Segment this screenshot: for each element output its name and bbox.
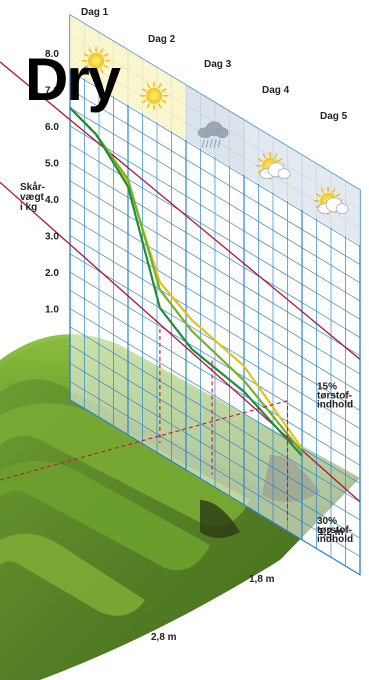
y-axis-label: Skår- xyxy=(20,181,45,193)
y-axis-label: vægt xyxy=(20,192,45,203)
sun-icon xyxy=(82,46,111,75)
sun-ray xyxy=(335,193,341,197)
sun-ray xyxy=(262,153,267,159)
grid-hline xyxy=(69,143,361,320)
sun-ray xyxy=(273,153,278,159)
y-tick-label: 7.0 xyxy=(45,86,59,97)
cloud-shape xyxy=(317,197,349,215)
rain-cloud-icon xyxy=(197,121,229,148)
sun-ray xyxy=(141,88,147,92)
sun-disc xyxy=(88,52,105,69)
grid-hline xyxy=(69,326,361,503)
rain-drop xyxy=(217,139,221,148)
grid-hline xyxy=(69,235,361,411)
cloud-shape xyxy=(259,162,291,180)
weather-header: Dag 1 Dag 2 Dag 3 Dag 4 Dag 5 xyxy=(70,7,360,245)
grid-hline xyxy=(69,107,361,284)
day-label: Dag 4 xyxy=(262,85,290,96)
sun-ray xyxy=(257,158,263,162)
grid-hline xyxy=(69,216,361,393)
sun-ray xyxy=(320,188,325,194)
y-axis-label: i kg xyxy=(20,202,37,213)
grid-hline xyxy=(69,180,361,357)
sun-ray xyxy=(157,83,162,89)
sun-ray xyxy=(146,103,151,109)
sun-ray xyxy=(141,99,147,104)
swath-width-label: 2,8 m xyxy=(151,632,177,643)
grid-hline xyxy=(69,362,361,539)
sun-ray xyxy=(331,188,336,194)
sun-ray xyxy=(146,83,151,89)
grid-hline xyxy=(69,308,361,484)
ground-dash-line xyxy=(0,399,291,481)
sun-ray xyxy=(99,68,104,74)
grid-hline xyxy=(69,399,361,576)
sun-ray xyxy=(161,88,167,92)
sun-ray xyxy=(315,193,321,197)
y-tick-label: 2.0 xyxy=(45,268,59,279)
threshold-label: 15% xyxy=(317,381,337,392)
y-tick-label: 5.0 xyxy=(45,159,59,170)
series-line xyxy=(69,107,303,457)
y-tick-label: 6.0 xyxy=(45,122,59,133)
sun-ray xyxy=(88,68,93,74)
threshold-line xyxy=(0,61,361,360)
day-label: Dag 2 xyxy=(148,34,176,45)
swath-width-label: 1,8 m xyxy=(249,574,275,585)
grid-hline xyxy=(69,125,361,302)
sun-ray xyxy=(83,53,89,57)
rain-drop xyxy=(205,139,209,148)
day-label: Dag 5 xyxy=(320,111,348,122)
sun-icon xyxy=(140,81,169,110)
sun-ray xyxy=(277,158,283,162)
sun-behind-cloud-icon xyxy=(256,151,291,180)
rain-drop xyxy=(209,139,213,148)
rain-drop xyxy=(213,139,217,148)
sun-ray xyxy=(161,99,167,104)
threshold-label: tørstof- xyxy=(317,525,352,536)
y-tick-label: 3.0 xyxy=(45,232,59,243)
y-tick-label: 4.0 xyxy=(45,195,59,206)
threshold-label: indhold xyxy=(317,534,353,545)
threshold-label: indhold xyxy=(317,399,353,410)
grid-hline xyxy=(69,162,361,338)
cloud-shape xyxy=(197,121,229,139)
day-label: Dag 3 xyxy=(204,59,232,70)
grid-hline xyxy=(69,89,361,265)
y-tick-label: 1.0 xyxy=(45,305,59,316)
grid-hline xyxy=(69,271,361,448)
sun-ray xyxy=(83,64,89,69)
drop-lines xyxy=(0,328,291,521)
threshold-label: 30% xyxy=(317,516,337,527)
sun-disc xyxy=(146,87,163,104)
grid-hline xyxy=(69,198,361,375)
overlay-title: Dry xyxy=(25,46,122,113)
swath-width-labels: 1,2 m 1,8 m 2,8 m xyxy=(151,527,344,643)
swath-width-label: 1,2 m xyxy=(318,527,344,538)
day-label: Dag 1 xyxy=(81,7,109,18)
sun-ray xyxy=(103,64,109,69)
sun-ray xyxy=(157,103,162,109)
series-group xyxy=(69,107,303,457)
grid-hline xyxy=(69,381,361,557)
y-tick-label: 8.0 xyxy=(45,49,59,60)
sun-ray xyxy=(88,48,93,54)
grid-hline xyxy=(69,344,361,521)
sun-ray xyxy=(99,48,104,54)
threshold-label: tørstof- xyxy=(317,390,352,401)
rain-drop xyxy=(201,139,205,148)
sun-ray xyxy=(103,53,109,57)
grid-hline xyxy=(69,289,361,466)
grid-hline xyxy=(69,70,361,247)
sun-behind-cloud-icon xyxy=(314,186,349,215)
